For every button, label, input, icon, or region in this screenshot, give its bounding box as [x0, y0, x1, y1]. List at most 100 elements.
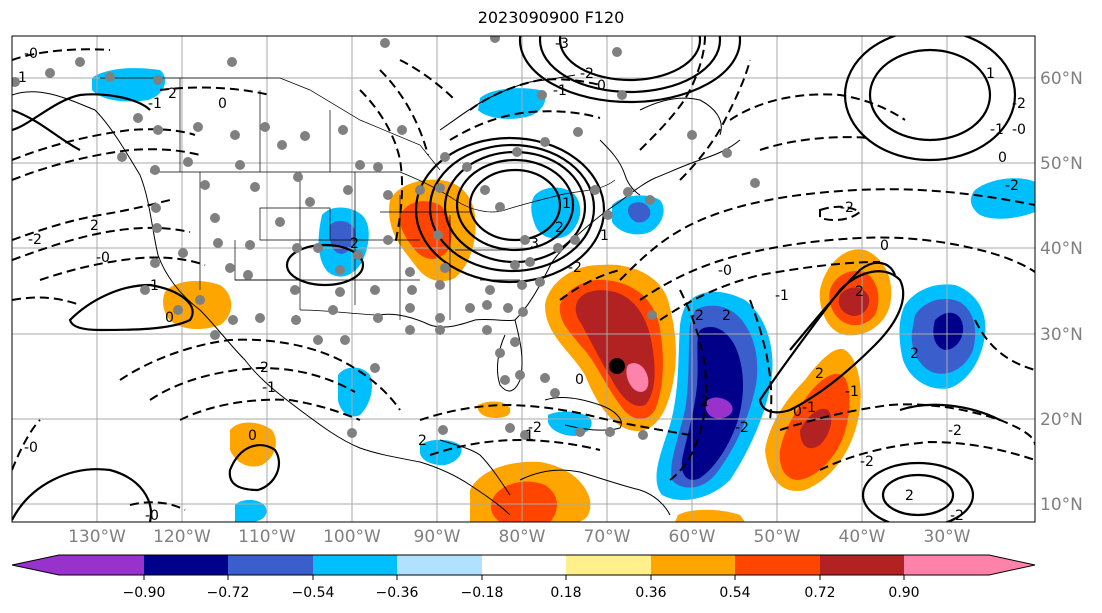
- contour-label: 2: [910, 346, 919, 362]
- contour-label: 0: [597, 78, 606, 94]
- contour-label: 1: [562, 196, 571, 212]
- contour-label: 2: [168, 86, 177, 102]
- contour-label: 1: [18, 70, 27, 86]
- contour-label: 2: [722, 308, 731, 324]
- contour-label: 0: [218, 96, 227, 112]
- colorbar-tick-label: 0.36: [635, 585, 666, 601]
- contour-label: 1: [986, 66, 995, 82]
- contour-label: -1: [148, 96, 162, 112]
- colorbar-segment: [397, 555, 482, 575]
- latitude-labels: 60°N 50°N 40°N 30°N 20°N 10°N: [1040, 69, 1083, 515]
- contour-label: 3: [530, 236, 539, 252]
- colorbar-segment: [820, 555, 904, 575]
- lat-label: 30°N: [1040, 325, 1083, 345]
- contour-label: 0: [248, 428, 257, 444]
- contour-label: -2: [1012, 96, 1026, 112]
- lon-label: 70°W: [584, 527, 631, 547]
- contour-label: -0: [1012, 122, 1026, 138]
- contour-label: -2: [860, 454, 874, 470]
- lat-label: 20°N: [1040, 410, 1083, 430]
- colorbar-segment: [651, 555, 735, 575]
- lat-label: 60°N: [1040, 69, 1083, 89]
- contour-label: 2: [90, 218, 99, 234]
- contour-label: 2: [418, 433, 427, 449]
- colorbar-segment: [144, 555, 228, 575]
- contour-label: -1: [553, 83, 567, 99]
- colorbar-tick-label: −0.18: [461, 585, 504, 601]
- contour-label: 2: [905, 488, 914, 504]
- contour-label: -1: [845, 384, 859, 400]
- storm-center-marker: [609, 358, 625, 374]
- lon-label: 110°W: [238, 527, 296, 547]
- contour-label: 1: [525, 428, 534, 444]
- colorbar-tick-label: −0.90: [123, 585, 166, 601]
- lat-label: 50°N: [1040, 154, 1083, 174]
- lon-label: 130°W: [68, 527, 126, 547]
- contour-label: -2: [1005, 178, 1019, 194]
- warm-anomaly-pacific: [230, 422, 276, 467]
- colorbar-segment: [59, 555, 144, 575]
- contour-labels: -0 1 2 0 -1 -2 2 -0 1 0 -2 -1 2 3 -3 -2 …: [18, 36, 1026, 524]
- contour-label: -2: [255, 360, 269, 376]
- contour-label: 2: [555, 220, 564, 236]
- contour-label: -3: [555, 36, 569, 52]
- contour-label: -1: [990, 122, 1004, 138]
- contour-label: -2: [735, 420, 749, 436]
- contour-label: -0: [24, 46, 38, 62]
- colorbar-segment: [313, 555, 397, 575]
- contour-label: -0: [24, 440, 38, 456]
- colorbar-tick-label: 0.90: [888, 585, 919, 601]
- colorbar-max-extend: [989, 555, 1035, 575]
- contour-label: -2: [580, 66, 594, 82]
- contour-label: -0: [145, 508, 159, 524]
- cold-anomaly-northeast: [531, 187, 581, 239]
- contour-label: -2: [528, 420, 542, 436]
- solid-contours: [12, 36, 1017, 522]
- cold-anomaly-caribbean: [420, 439, 462, 466]
- contour-label: -2: [568, 260, 582, 276]
- contour-label: 0: [575, 372, 584, 388]
- contour-label: -2: [690, 308, 704, 324]
- contour-label: 0: [165, 310, 174, 326]
- colorbar-tick-label: 0.72: [804, 585, 835, 601]
- lon-label: 90°W: [414, 527, 461, 547]
- contour-label: 0: [793, 404, 802, 420]
- warm-anomaly-southwest: [163, 280, 232, 330]
- lon-label: 40°W: [839, 527, 886, 547]
- colorbar-segment: [228, 555, 313, 575]
- map-frame: [11, 35, 1036, 523]
- colorbar-min-extend: [12, 555, 59, 575]
- contour-label: -0: [96, 250, 110, 266]
- contour-label: 2: [700, 394, 709, 410]
- contour-label: 1: [150, 278, 159, 294]
- lat-label: 40°N: [1040, 239, 1083, 259]
- lon-label: 60°W: [669, 527, 716, 547]
- colorbar-tick-label: −0.72: [207, 585, 250, 601]
- contour-label: -1: [802, 400, 816, 416]
- contour-label: 2: [350, 236, 359, 252]
- colorbar-tick-label: 0.54: [719, 585, 750, 601]
- colorbar-segment: [566, 555, 651, 575]
- colorbar: −0.90 −0.72 −0.54 −0.36 −0.18 0.18 0.36 …: [11, 554, 1036, 601]
- lon-label: 120°W: [153, 527, 211, 547]
- contour-label: -2: [840, 200, 854, 216]
- contour-label: -2: [28, 232, 42, 248]
- contour-label: -1: [775, 288, 789, 304]
- dashed-contours: [12, 36, 1035, 511]
- plot-title: 2023090900 F120: [477, 8, 625, 27]
- colorbar-segment: [904, 555, 989, 575]
- contour-label: -0: [718, 263, 732, 279]
- borders: [100, 77, 616, 320]
- coastlines: [12, 74, 741, 516]
- colorbar-segment: [482, 555, 566, 575]
- lon-label: 80°W: [499, 527, 546, 547]
- colorbar-tick-label: −0.36: [376, 585, 419, 601]
- contour-label: 2: [855, 284, 864, 300]
- colorbar-segment: [735, 555, 820, 575]
- contour-label: -2: [950, 508, 964, 524]
- lon-label: 30°W: [924, 527, 971, 547]
- longitude-labels: 130°W 120°W 110°W 100°W 90°W 80°W 70°W 6…: [68, 527, 971, 547]
- contour-label: 0: [880, 238, 889, 254]
- contour-label: 2: [815, 366, 824, 382]
- anomaly-shading: [92, 68, 1035, 522]
